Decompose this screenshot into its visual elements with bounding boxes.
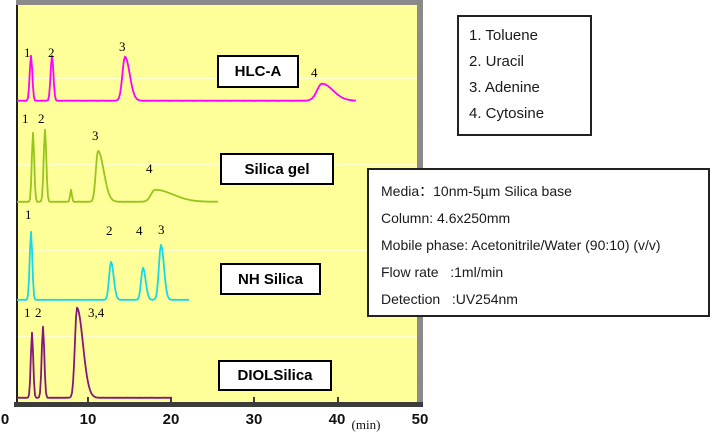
tick-label-20: 20	[162, 411, 180, 428]
gridline	[18, 379, 417, 380]
legend-item-uracil: 2. Uracil	[469, 53, 525, 70]
tick-label-50: 50	[411, 411, 429, 428]
trace-label-nh-silica: NH Silica	[220, 263, 321, 295]
gridline	[18, 164, 417, 165]
tick-label-30: 30	[245, 411, 263, 428]
gridline	[18, 35, 417, 36]
legend-item-toluene: 1. Toluene	[469, 27, 538, 44]
trace-label-diol-silica: DIOLSilica	[218, 360, 332, 391]
trace-label-hlc-a-text: HLC-A	[234, 63, 282, 80]
x-axis-tick	[170, 397, 172, 406]
condition-column: Column: 4.6x250mm	[381, 210, 511, 226]
condition-mobile-phase: Mobile phase: Acetonitrile/Water (90:10)…	[381, 237, 661, 253]
x-axis-unit-label: (min)	[351, 417, 381, 432]
trace-label-hlc-a: HLC-A	[217, 55, 299, 88]
conditions-panel: Media：10nm-5µm Silica base Column: 4.6x2…	[367, 168, 710, 317]
chart-frame-top-shadow	[16, 0, 423, 5]
tick-label-40: 40	[328, 411, 346, 428]
gridline	[18, 121, 417, 122]
tick-label-10: 10	[79, 411, 97, 428]
gridline	[18, 207, 417, 208]
x-axis-line	[14, 402, 423, 407]
legend-item-adenine: 3. Adenine	[469, 79, 540, 96]
x-axis-tick	[87, 397, 89, 406]
tick-label-0: 0	[0, 411, 10, 428]
trace-label-silica-gel-text: Silica gel	[244, 160, 310, 178]
compound-legend: 1. Toluene 2. Uracil 3. Adenine 4. Cytos…	[457, 15, 592, 136]
condition-flow-rate: Flow rate :1ml/min	[381, 264, 504, 280]
gridline	[18, 293, 417, 294]
legend-item-cytosine: 4. Cytosine	[469, 105, 545, 122]
x-axis-tick	[253, 397, 255, 406]
gridline	[18, 336, 417, 337]
x-axis-tick	[337, 397, 339, 406]
condition-detection: Detection :UV254nm	[381, 291, 518, 307]
trace-label-diol-silica-text: DIOLSilica	[237, 367, 313, 384]
trace-label-silica-gel: Silica gel	[220, 153, 334, 185]
trace-label-nh-silica-text: NH Silica	[237, 270, 304, 288]
gridline	[18, 250, 417, 251]
condition-media: Media：10nm-5µm Silica base	[381, 183, 572, 199]
